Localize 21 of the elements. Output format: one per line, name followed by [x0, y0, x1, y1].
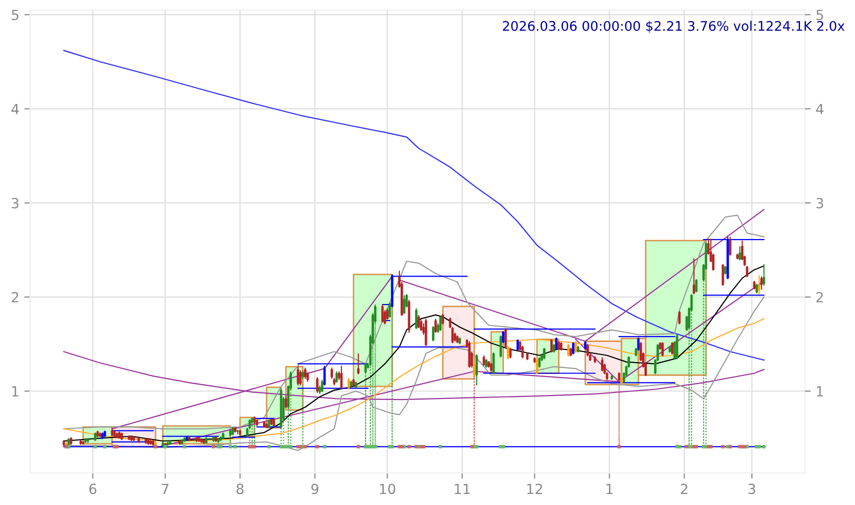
- y-tick-label: 2: [12, 292, 18, 302]
- x-tick-label: 8: [236, 484, 244, 494]
- y2-tick-label: 3: [816, 198, 824, 208]
- x-tick-label: 3: [748, 484, 756, 494]
- x-tick-label: 10: [380, 484, 396, 494]
- y2-tick-label: 1: [816, 386, 823, 396]
- y-tick-label: 5: [12, 10, 18, 20]
- y2-tick-label: 5: [816, 10, 824, 20]
- y2-tick-label: 4: [816, 104, 824, 114]
- y2-tick-label: 2: [816, 292, 823, 302]
- y-tick-label: 1: [12, 386, 18, 396]
- x-tick-label: 11: [454, 484, 470, 494]
- text: 2026.03.06 00:00:00 $2.21 3.76% vol:1224.1K 2.0x: [502, 20, 845, 33]
- x-tick-label: 9: [311, 484, 318, 494]
- y-tick-label: 3: [12, 198, 18, 208]
- x-tick-label: 6: [89, 484, 96, 494]
- x-tick-label: 1: [606, 484, 613, 494]
- x-tick-label: 7: [162, 484, 168, 494]
- x-tick-label: 12: [527, 484, 542, 494]
- x-tick-label: 2: [680, 484, 688, 494]
- y-tick-label: 4: [11, 104, 19, 114]
